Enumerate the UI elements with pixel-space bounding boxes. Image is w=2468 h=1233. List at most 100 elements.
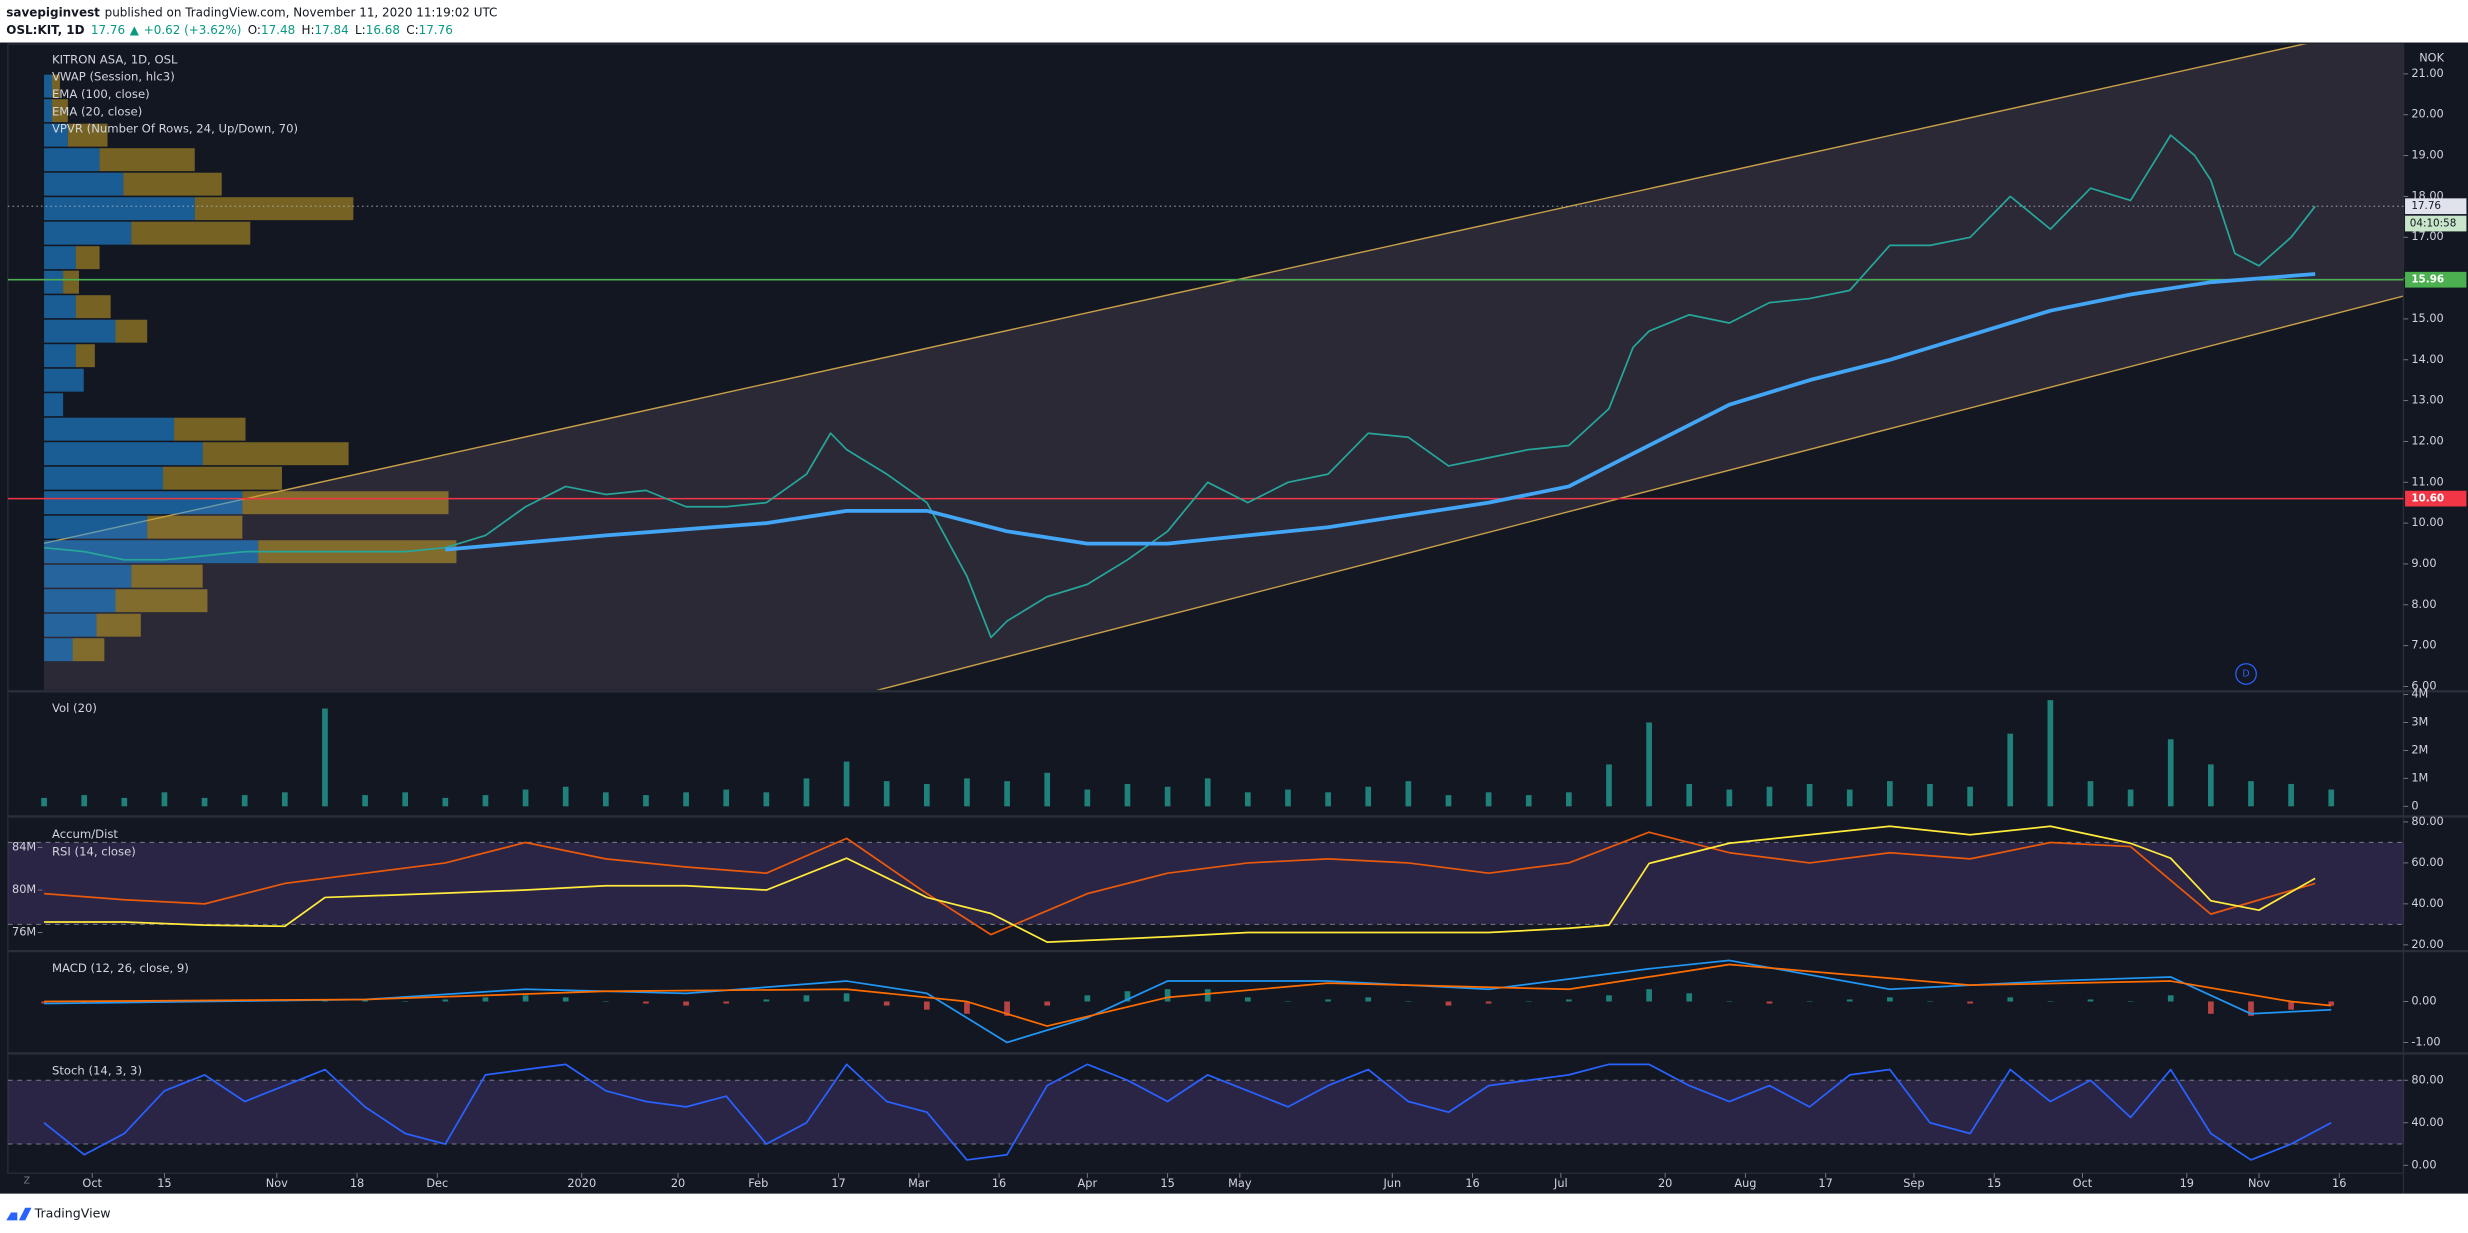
bar bbox=[883, 781, 890, 807]
bar bbox=[843, 993, 850, 1002]
vpvr-down bbox=[52, 99, 68, 123]
vpvr-up bbox=[44, 442, 203, 466]
bar bbox=[2087, 781, 2094, 807]
x-tick-label: Nov bbox=[2248, 1176, 2270, 1190]
bar bbox=[482, 997, 489, 1002]
x-tick-label: Sep bbox=[1903, 1176, 1924, 1190]
bar bbox=[763, 792, 770, 807]
y-tick-label: 21.00 bbox=[2411, 66, 2443, 80]
y-tick-label: 2M bbox=[2411, 742, 2428, 756]
y-tick-label: 3M bbox=[2411, 714, 2428, 728]
bar bbox=[2328, 1001, 2335, 1006]
vpvr-up bbox=[44, 221, 132, 245]
bar bbox=[683, 792, 689, 807]
bar bbox=[723, 1001, 730, 1004]
high: 17.84 bbox=[315, 22, 349, 36]
bar bbox=[562, 786, 569, 807]
y-tick-label: 9.00 bbox=[2411, 556, 2436, 570]
level-tag bbox=[2405, 490, 2467, 507]
pane-title: VWAP (Session, hlc3) bbox=[52, 70, 175, 84]
x-tick-label: 18 bbox=[350, 1176, 364, 1190]
bar bbox=[643, 795, 649, 807]
vpvr-up bbox=[44, 270, 64, 294]
band-fill bbox=[7, 842, 2404, 925]
y-tick-label: 40.00 bbox=[2411, 1115, 2443, 1129]
countdown-tag bbox=[2405, 215, 2467, 232]
bar bbox=[2288, 783, 2294, 807]
level-tag bbox=[2405, 271, 2467, 288]
x-tick-label: 20 bbox=[1658, 1176, 1672, 1190]
series-line bbox=[44, 959, 2332, 1044]
series-line bbox=[43, 134, 2316, 639]
last-price-tag bbox=[2405, 198, 2467, 215]
bar bbox=[843, 761, 850, 807]
x-tick-label: 2020 bbox=[567, 1176, 596, 1190]
bar bbox=[1204, 989, 1211, 1002]
event-marker-label: D bbox=[2242, 668, 2249, 679]
bar bbox=[1686, 783, 1693, 807]
x-tick-label: 17 bbox=[1818, 1176, 1832, 1190]
vpvr-up bbox=[44, 491, 243, 515]
vpvr-up bbox=[44, 638, 73, 662]
bar bbox=[2007, 733, 2014, 807]
bar bbox=[803, 778, 810, 807]
bar bbox=[1606, 995, 1612, 1002]
bar bbox=[1766, 1001, 1773, 1004]
channel bbox=[43, 44, 2404, 690]
vpvr-up bbox=[44, 515, 148, 539]
bar bbox=[161, 792, 168, 807]
low: 16.68 bbox=[366, 22, 400, 36]
x-tick-label: Oct bbox=[82, 1176, 102, 1190]
bar bbox=[241, 795, 248, 807]
bar bbox=[924, 1001, 930, 1010]
y-tick-label: 8.00 bbox=[2411, 597, 2436, 611]
vpvr-down bbox=[115, 589, 208, 613]
bar bbox=[763, 999, 770, 1002]
vpvr-down bbox=[202, 442, 349, 466]
bar bbox=[1044, 1001, 1051, 1006]
bar bbox=[964, 1001, 970, 1014]
bar bbox=[522, 789, 529, 807]
x-tick-label: May bbox=[1228, 1176, 1252, 1190]
vpvr-up bbox=[44, 466, 164, 490]
vpvr-up bbox=[44, 589, 116, 613]
vpvr-down bbox=[75, 344, 95, 368]
vpvr-up bbox=[44, 246, 76, 270]
vpvr-up bbox=[44, 564, 132, 588]
bar bbox=[1164, 989, 1171, 1002]
bar bbox=[41, 1001, 47, 1004]
countdown: 04:10:58 bbox=[2410, 218, 2457, 230]
x-tick-label: 15 bbox=[1987, 1176, 2001, 1190]
y-tick-label: 6.00 bbox=[2411, 678, 2436, 692]
pane-title: EMA (100, close) bbox=[52, 87, 150, 101]
vpvr-up bbox=[44, 295, 76, 319]
bar bbox=[2007, 997, 2014, 1002]
vpvr-down bbox=[75, 246, 100, 270]
zoom-icon[interactable]: Z bbox=[24, 1176, 31, 1187]
arrow: ▲ bbox=[130, 22, 140, 36]
x-tick-label: 15 bbox=[1160, 1176, 1174, 1190]
y-tick-label: 17.00 bbox=[2411, 229, 2443, 243]
bar bbox=[2248, 1001, 2254, 1016]
y-tick-label: 11.00 bbox=[2411, 474, 2443, 488]
currency: NOK bbox=[2419, 50, 2444, 64]
bar bbox=[402, 792, 409, 807]
x-tick-label: Feb bbox=[748, 1176, 768, 1190]
pane-title: KITRON ASA, 1D, OSL bbox=[52, 52, 178, 66]
bar bbox=[1004, 1001, 1010, 1016]
vpvr-up bbox=[44, 417, 175, 441]
series-line bbox=[44, 825, 2316, 944]
x-tick-label: 19 bbox=[2180, 1176, 2194, 1190]
bar bbox=[201, 797, 208, 807]
pane-title: Stoch (14, 3, 3) bbox=[52, 1063, 142, 1077]
level-label: 15.96 bbox=[2411, 274, 2444, 286]
bar bbox=[121, 797, 128, 807]
footer-background bbox=[0, 1193, 2468, 1233]
plot: Oct 15 Nov 18 Dec 2020 20 Feb 17 Mar 16 Apr 15 May Jun… bbox=[7, 50, 2467, 1190]
vpvr-up bbox=[44, 172, 124, 196]
bar bbox=[1084, 995, 1091, 1002]
x-tick-label: 17 bbox=[831, 1176, 845, 1190]
bar bbox=[281, 792, 288, 807]
bar bbox=[683, 1001, 689, 1006]
vpvr-up bbox=[44, 344, 76, 368]
